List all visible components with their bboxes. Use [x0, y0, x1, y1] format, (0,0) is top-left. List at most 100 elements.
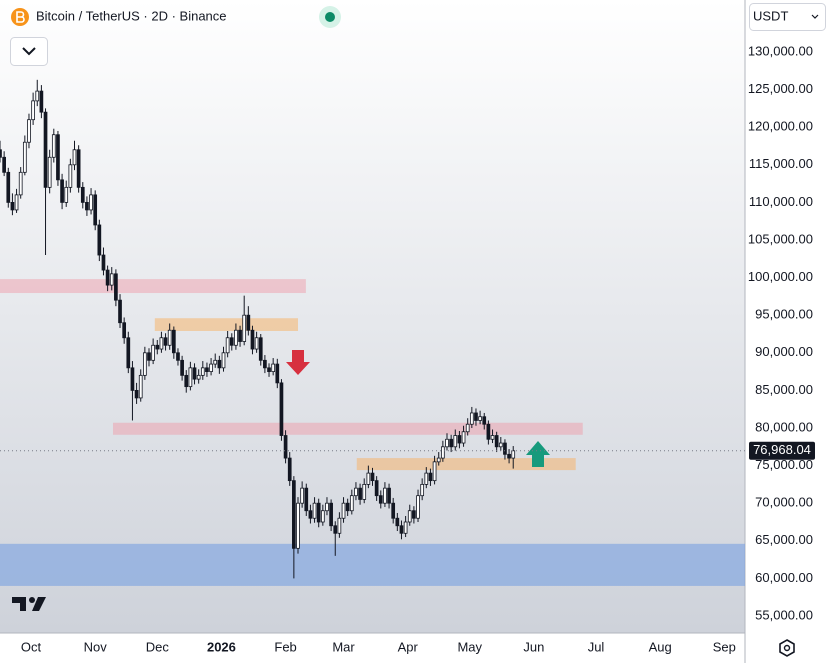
candle-body [312, 502, 317, 519]
candle-body [242, 314, 247, 342]
candle-body [292, 480, 296, 549]
x-tick-label: May [457, 639, 482, 654]
candle-body [511, 450, 516, 459]
candle-body [370, 472, 375, 482]
candle-body [383, 487, 387, 504]
candle-body [428, 472, 433, 482]
candle-body [395, 517, 400, 527]
candle-body [238, 329, 242, 342]
candle-body [80, 186, 85, 203]
x-tick-label: Dec [146, 639, 170, 654]
candle-body [101, 254, 106, 271]
candle-body [412, 510, 416, 519]
candle-body [457, 435, 462, 444]
candle-body [0, 149, 2, 158]
candle-body [176, 352, 180, 361]
candle-body [341, 502, 346, 519]
y-tick-label: 100,000.00 [748, 269, 813, 284]
candle-body [18, 171, 23, 196]
candle-body [432, 461, 437, 482]
y-tick-label: 70,000.00 [755, 495, 813, 510]
x-tick-label: 2026 [207, 639, 236, 654]
candle-body [14, 194, 19, 211]
candle-body [279, 382, 284, 436]
candle-body [441, 446, 445, 459]
candle-body [461, 431, 466, 444]
candle-body [180, 359, 184, 376]
candle-body [482, 416, 487, 425]
settings-icon[interactable] [779, 639, 795, 657]
candle-body [507, 453, 511, 459]
candle-body [143, 352, 147, 376]
candle-body [6, 171, 11, 203]
candle-body [229, 337, 234, 346]
candle-body [254, 337, 259, 350]
candle-body [399, 525, 404, 534]
candle-body [263, 359, 267, 369]
candle-body [391, 502, 396, 519]
candle-body [85, 201, 89, 211]
candle-body [316, 502, 321, 523]
candle-body [445, 438, 449, 448]
candle-body [275, 363, 280, 384]
candle-body [387, 487, 391, 504]
candle-body [109, 273, 114, 286]
candle-body [196, 374, 201, 380]
candle-body [35, 90, 40, 102]
y-tick-label: 90,000.00 [755, 344, 813, 359]
candle-body [490, 435, 495, 440]
up-arrow [526, 441, 550, 467]
candle-body [39, 90, 44, 113]
candle-body [304, 487, 309, 512]
candle-body [325, 502, 329, 512]
candle-body [43, 111, 48, 188]
candle-body [27, 119, 31, 143]
y-tick-label: 60,000.00 [755, 570, 813, 585]
zone [0, 279, 306, 294]
candle-body [234, 329, 238, 346]
candle-body [97, 224, 102, 256]
candle-body [134, 389, 139, 399]
x-tick-label: Feb [274, 639, 296, 654]
zone [112, 422, 583, 435]
last-price-tag [749, 441, 815, 460]
y-tick-label: 110,000.00 [749, 194, 813, 209]
candle-body [213, 359, 218, 365]
price-axis-panel [745, 0, 829, 663]
candle-body [337, 517, 342, 534]
y-tick-label: 65,000.00 [755, 532, 813, 547]
bitcoin-glyph [16, 11, 25, 23]
candle-body [93, 194, 98, 226]
candle-body [10, 201, 15, 211]
candle-body [2, 156, 6, 173]
candle-body [118, 299, 122, 324]
chevron [811, 14, 819, 19]
chevron [22, 47, 36, 56]
candle-body [486, 423, 491, 440]
candle-body [22, 141, 27, 173]
collapse-button[interactable] [10, 37, 48, 66]
candle-body [205, 367, 209, 372]
candle-body [378, 495, 383, 504]
y-tick-label: 80,000.00 [755, 419, 813, 434]
candle-body [329, 502, 333, 527]
zone [356, 458, 576, 471]
candle-body [171, 329, 176, 354]
candle-body [287, 457, 292, 482]
tradingview-logo [12, 597, 46, 611]
y-tick-label: 120,000.00 [748, 119, 813, 134]
x-tick-label: Jun [523, 639, 544, 654]
candle-body [403, 521, 408, 534]
currency-button[interactable] [749, 3, 826, 31]
candle-body [478, 416, 482, 421]
candle-body [221, 352, 226, 369]
candle-body [138, 374, 143, 399]
x-tick-label: Oct [21, 639, 42, 654]
last-price-label: 76,968.04 [753, 442, 811, 457]
candle-body [374, 480, 379, 497]
x-tick-label: Aug [649, 639, 672, 654]
candle-body [246, 314, 251, 331]
candle-body [494, 435, 499, 448]
candle-body [225, 337, 230, 354]
